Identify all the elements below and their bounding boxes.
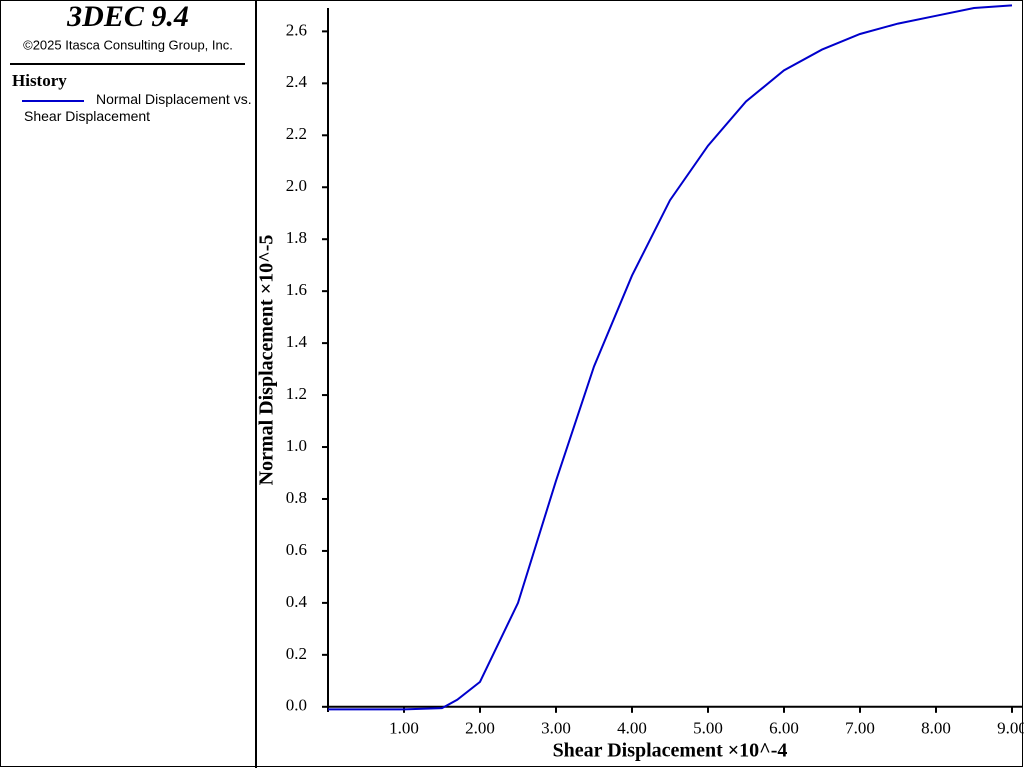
data-line <box>328 4 1013 711</box>
y-tick-label: 0.6 <box>286 540 307 559</box>
x-tick-label: 9.00 <box>997 719 1024 738</box>
x-tick-label: 1.00 <box>389 719 419 738</box>
plot: 0.0 0.2 0.4 0.6 0.8 1.0 1.2 1.4 1.6 1.8 2.0 2.2 2.4 2… <box>256 4 1024 762</box>
y-tick-label: 0.8 <box>286 488 307 507</box>
y-tick-label: 2.0 <box>286 176 307 195</box>
y-tick-label: 0.4 <box>286 592 308 611</box>
y-tick-label: 1.8 <box>286 228 307 247</box>
y-tick-label: 0.0 <box>286 696 307 715</box>
x-tick-label: 2.00 <box>465 719 495 738</box>
y-tick-label: 0.2 <box>286 644 307 663</box>
y-tick-label: 1.0 <box>286 436 307 455</box>
x-tick-label: 6.00 <box>769 719 799 738</box>
panel-title: History <box>12 71 67 90</box>
x-axis-label: Shear Displacement ×10^-4 <box>553 740 788 762</box>
x-tick-label: 5.00 <box>693 719 723 738</box>
x-tick-label: 4.00 <box>617 719 647 738</box>
product-title: 3DEC 9.4 <box>66 0 189 33</box>
y-tick-label: 1.4 <box>286 332 308 351</box>
y-tick-label: 1.6 <box>286 280 307 299</box>
y-tick-label: 2.6 <box>286 20 307 39</box>
y-tick-label: 2.4 <box>286 72 308 91</box>
y-tick-label: 1.2 <box>286 384 307 403</box>
y-axis-label: Normal Displacement ×10^-5 <box>256 235 278 486</box>
x-tick-label: 7.00 <box>845 719 875 738</box>
x-tick-label: 3.00 <box>541 719 571 738</box>
legend-label: Normal Displacement vs. Shear Displaceme… <box>24 91 252 124</box>
x-tick-label: 8.00 <box>921 719 951 738</box>
y-tick-label: 2.2 <box>286 124 307 143</box>
copyright: ©2025 Itasca Consulting Group, Inc. <box>23 37 233 52</box>
